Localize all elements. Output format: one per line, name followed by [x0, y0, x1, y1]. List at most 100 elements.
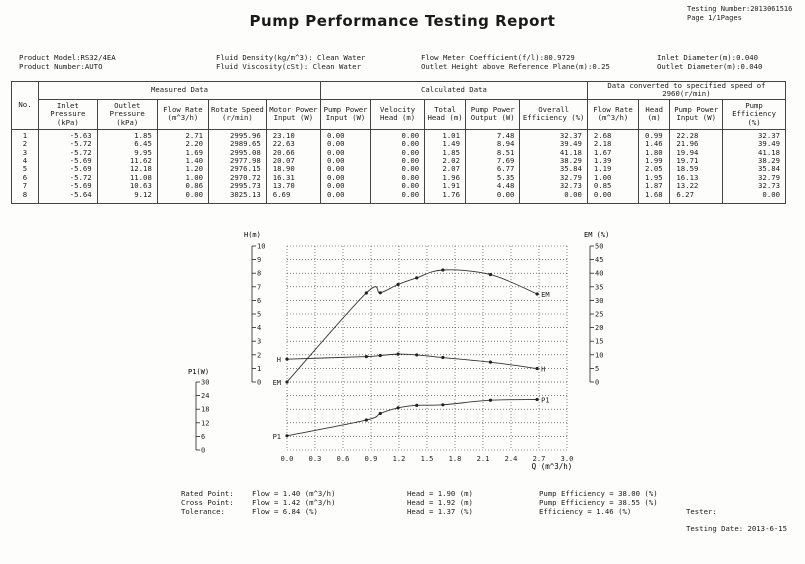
- column-header-row: Inlet Pressure (kPa) Outlet Pressure (kP…: [12, 98, 786, 130]
- p1-axis-label: P1(W): [188, 368, 209, 376]
- col-pump-power-input: Pump Power Input (W): [319, 98, 372, 130]
- cells-flow-rate: 2.71 2.20 1.69 1.40 1.20 1.00 0.86 0.00: [156, 128, 210, 204]
- cells-no: 1 2 3 4 5 6 7 8: [11, 128, 39, 204]
- group-converted: Data converted to specified speed of 296…: [586, 81, 787, 100]
- h-axis-tick-label: 6: [257, 297, 261, 305]
- col-converted-flow: Flow Rate (m^3/h): [586, 98, 640, 130]
- p1-axis-tick-label: 24: [201, 392, 209, 400]
- point-h: [415, 353, 419, 357]
- h-axis-tick-label: 3: [257, 338, 261, 346]
- em-axis-label: EM (%): [584, 231, 609, 239]
- em-axis-tick-label: 0: [595, 379, 599, 387]
- x-axis-label: Q (m^3/h): [532, 462, 573, 471]
- col-motor-power: Motor Power Input (W): [265, 98, 322, 130]
- curve-label-start-h: H: [277, 356, 281, 364]
- x-axis-tick-label: 0.9: [365, 455, 378, 463]
- p1-axis-tick-label: 12: [201, 419, 209, 427]
- tolerance-label: Tolerance:: [181, 507, 225, 516]
- testing-number: Testing Number:2013061516: [687, 5, 793, 13]
- point-em: [441, 268, 445, 272]
- col-no: No.: [11, 81, 39, 130]
- chart-grid: [286, 245, 568, 451]
- em-axis-tick-label: 20: [595, 324, 603, 332]
- h-axis-tick-label: 9: [257, 256, 261, 264]
- curve-label-end-p1: P1: [541, 396, 549, 404]
- p1-axis-tick-label: 0: [201, 447, 205, 455]
- h-axis-tick-label: 10: [257, 243, 265, 251]
- cells-motor-power: 23.10 22.63 20.66 20.07 18.90 16.31 13.7…: [265, 128, 322, 204]
- em-axis-tick-label: 10: [595, 351, 603, 359]
- curve-p1: [286, 399, 538, 437]
- h-axis-tick-label: 4: [257, 324, 261, 332]
- x-axis-tick-label: 2.4: [505, 455, 518, 463]
- cells-converted-efficiency: 32.37 39.49 41.18 38.29 35.84 32.79 32.7…: [722, 128, 786, 204]
- em-axis-tick-label: 25: [595, 311, 603, 319]
- point-h: [378, 353, 382, 358]
- point-p1: [378, 411, 382, 416]
- cross-head: Head = 1.92 (m): [407, 498, 473, 507]
- tolerance-flow: Flow = 6.84 (%): [252, 507, 318, 516]
- testing-date: Testing Date: 2013-6-15: [686, 524, 788, 533]
- point-em: [488, 272, 493, 277]
- rated-efficiency: Pump Efficiency = 38.00 (%): [539, 489, 658, 498]
- point-h: [285, 357, 289, 361]
- cells-pump-power-input: 0.00 0.00 0.00 0.00 0.00 0.00 0.00 0.00: [319, 128, 372, 204]
- cells-overall-efficiency: 32.37 39.49 41.18 38.29 35.84 32.79 32.7…: [519, 128, 588, 204]
- h-axis-label: H(m): [244, 231, 261, 239]
- point-p1: [396, 406, 400, 410]
- flow-meter-coefficient: Flow Meter Coefficient(f/l):80.9729: [421, 53, 575, 62]
- cells-pump-power-output: 7.48 8.94 8.51 7.69 6.77 5.35 4.48 0.00: [464, 128, 521, 204]
- x-axis-tick-label: 3.0: [561, 455, 574, 463]
- x-axis-tick-label: 1.5: [421, 455, 434, 463]
- p1-axis-tick-label: 6: [201, 433, 205, 441]
- col-flow-rate: Flow Rate (m^3/h): [156, 98, 210, 130]
- chart-axes: 0123456789100510152025303540455006121824…: [195, 243, 603, 463]
- curve-h: [286, 353, 538, 369]
- em-axis-tick-label: 15: [595, 338, 603, 346]
- cells-velocity-head: 0.00 0.00 0.00 0.00 0.00 0.00 0.00 0.00: [370, 128, 426, 204]
- curve-label-start-p1: P1: [273, 433, 281, 441]
- col-rotate-speed: Rotate Speed (r/min): [208, 98, 267, 130]
- h-axis-tick-label: 7: [257, 283, 261, 291]
- cells-converted-head: 0.99 1.46 1.80 1.99 2.05 1.95 1.87 1.68: [638, 128, 671, 204]
- curve-label-end-h: H: [541, 366, 545, 374]
- point-p1: [415, 403, 419, 407]
- table-body-row: 1 2 3 4 5 6 7 8 -5.63 -5.72 -5.72 -5.69 …: [11, 128, 786, 204]
- col-converted-efficiency: Pump Efficiency (%): [722, 98, 786, 130]
- point-em: [378, 291, 382, 295]
- point-h: [535, 366, 539, 371]
- em-axis-tick-label: 40: [595, 270, 603, 278]
- point-em: [535, 292, 539, 296]
- tolerance-efficiency: Efficiency = 1.46 (%): [539, 507, 632, 516]
- point-p1: [441, 403, 445, 407]
- x-axis-tick-label: 0.0: [281, 455, 294, 463]
- point-em: [396, 282, 400, 287]
- em-axis-tick-label: 30: [595, 297, 603, 305]
- point-h: [396, 352, 400, 356]
- point-p1: [488, 398, 493, 402]
- h-axis-tick-label: 1: [257, 365, 261, 373]
- cross-efficiency: Pump Efficiency = 38.55 (%): [539, 498, 658, 507]
- col-inlet-pressure: Inlet Pressure (kPa): [38, 98, 98, 130]
- curve-label-start-em: EM: [273, 379, 281, 387]
- fluid-density: Fluid Density(kg/m^3): Clean Water: [216, 53, 366, 62]
- p1-axis-tick-label: 18: [201, 406, 209, 414]
- fluid-viscosity: Fluid Viscosity(cSt): Clean Water: [216, 62, 361, 71]
- col-converted-power: Pump Power Input (W): [669, 98, 724, 130]
- p1-axis-tick-label: 30: [201, 379, 209, 387]
- em-axis-tick-label: 50: [595, 243, 603, 251]
- tester-label: Tester:: [686, 507, 717, 516]
- cells-outlet-pressure: 1.85 6.45 9.95 11.62 12.18 11.08 10.63 9…: [96, 128, 158, 204]
- rated-flow: Flow = 1.40 (m^3/h): [252, 489, 336, 498]
- point-p1: [285, 434, 289, 438]
- h-axis-tick-label: 5: [257, 311, 261, 319]
- cells-converted-power: 22.28 21.96 19.94 19.71 18.59 16.13 13.2…: [669, 128, 724, 204]
- col-converted-head: Head (m): [638, 98, 671, 130]
- point-p1: [364, 418, 368, 422]
- x-axis-tick-label: 2.1: [477, 455, 490, 463]
- cells-total-head: 1.01 1.49 1.85 2.02 2.07 1.96 1.91 1.76: [424, 128, 466, 204]
- point-em: [415, 276, 419, 280]
- h-axis-tick-label: 8: [257, 270, 261, 278]
- h-axis-tick-label: 2: [257, 351, 261, 359]
